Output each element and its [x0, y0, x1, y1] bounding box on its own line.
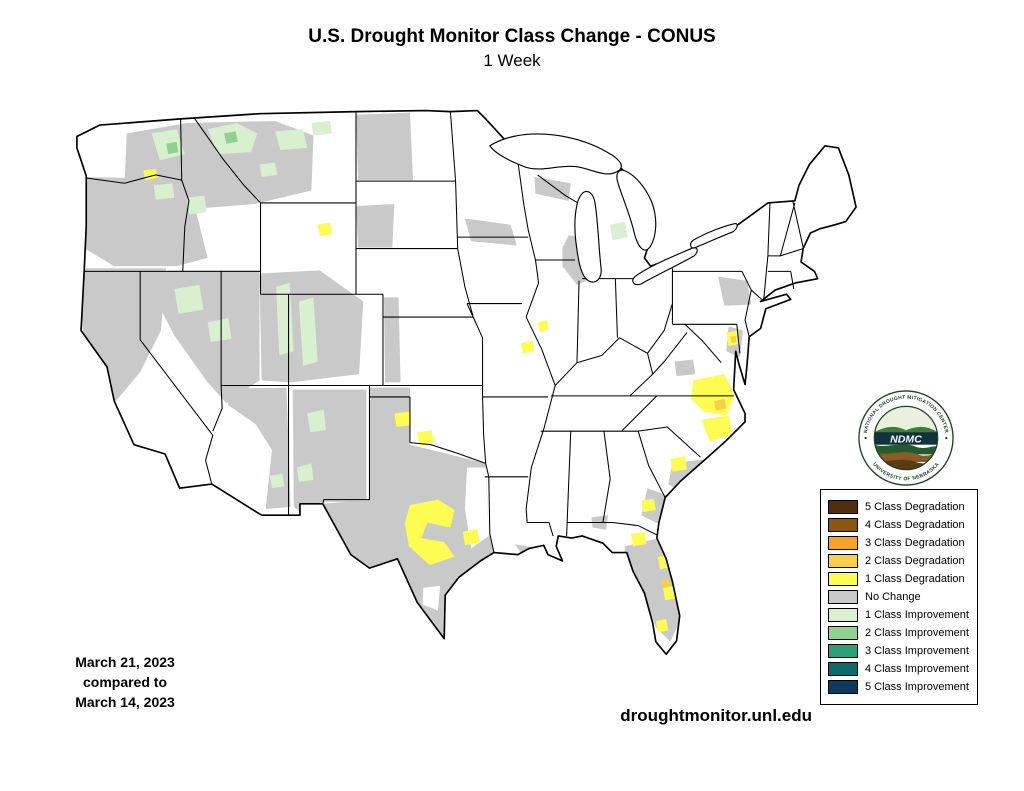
legend-swatch: [828, 680, 858, 694]
lake-michigan: [574, 190, 602, 283]
legend-swatch: [828, 500, 858, 514]
date-previous: March 14, 2023: [75, 694, 175, 710]
legend-label: 4 Class Degradation: [865, 519, 965, 531]
legend-item: 2 Class Improvement: [828, 626, 970, 640]
website-url: droughtmonitor.unl.edu: [620, 706, 812, 725]
improvement-2-areas: [166, 131, 238, 155]
legend-swatch: [828, 554, 858, 568]
legend-swatch: [828, 608, 858, 622]
logo-acronym: NDMC: [890, 433, 922, 445]
degradation-2-areas: [661, 335, 737, 588]
legend-item: 2 Class Degradation: [828, 554, 970, 568]
legend-label: 1 Class Improvement: [865, 609, 969, 621]
legend-swatch: [828, 662, 858, 676]
lake-superior: [488, 133, 622, 175]
legend-label: 3 Class Improvement: [865, 645, 969, 657]
conus-map: [76, 109, 857, 656]
ndmc-logo: NDMC NATIONAL DROUGHT MITIGATION CENTER …: [858, 390, 954, 486]
legend-swatch: [828, 518, 858, 532]
page-title: U.S. Drought Monitor Class Change - CONU…: [308, 26, 716, 47]
legend-swatch: [828, 536, 858, 550]
legend-label: 2 Class Degradation: [865, 555, 965, 567]
legend-label: 5 Class Degradation: [865, 501, 965, 513]
legend-label: No Change: [865, 591, 921, 603]
conus-land-base: [76, 110, 857, 655]
legend-swatch: [828, 590, 858, 604]
legend-label: 4 Class Improvement: [865, 663, 969, 675]
degradation-areas: [143, 168, 740, 633]
lake-huron: [616, 169, 657, 251]
page-subtitle: 1 Week: [483, 51, 541, 70]
no-change-holes: [422, 467, 489, 611]
legend-label: 1 Class Degradation: [865, 573, 965, 585]
great-lakes: [488, 133, 738, 286]
legend-item: 3 Class Improvement: [828, 644, 970, 658]
comparison-dates: March 21, 2023 compared to March 14, 202…: [54, 652, 196, 712]
legend-item: 5 Class Degradation: [828, 500, 970, 514]
state-borders: [84, 111, 804, 553]
legend-swatch: [828, 644, 858, 658]
legend-item: 1 Class Degradation: [828, 572, 970, 586]
lake-erie: [632, 247, 698, 286]
legend-swatch: [828, 626, 858, 640]
legend-item: 1 Class Improvement: [828, 608, 970, 622]
legend-label: 5 Class Improvement: [865, 681, 969, 693]
legend-label: 2 Class Improvement: [865, 627, 969, 639]
legend-item: 5 Class Improvement: [828, 680, 970, 694]
legend-swatch: [828, 572, 858, 586]
title-block: U.S. Drought Monitor Class Change - CONU…: [0, 26, 1024, 71]
lake-ontario: [690, 223, 738, 249]
legend-item: 4 Class Improvement: [828, 662, 970, 676]
legend-item: No Change: [828, 590, 970, 604]
date-compared-to: compared to: [82, 674, 167, 690]
legend-item: 4 Class Degradation: [828, 518, 970, 532]
legend-item: 3 Class Degradation: [828, 536, 970, 550]
legend-label: 3 Class Degradation: [865, 537, 965, 549]
date-current: March 21, 2023: [75, 654, 175, 670]
map-legend: 5 Class Degradation 4 Class Degradation …: [820, 489, 978, 705]
